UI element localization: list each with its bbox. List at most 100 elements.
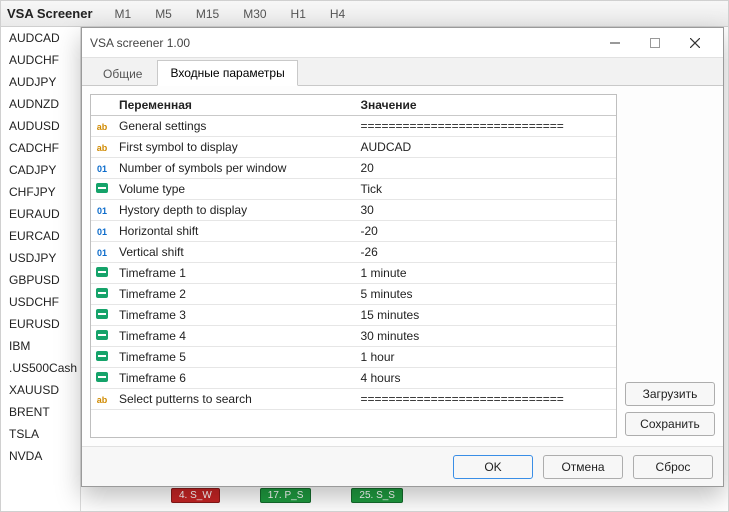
minimize-icon (610, 38, 620, 48)
timeframe-m15[interactable]: M15 (186, 5, 229, 23)
parameter-name: First symbol to display (113, 137, 355, 158)
parameter-name: General settings (113, 116, 355, 137)
symbol-item[interactable]: IBM (1, 335, 80, 357)
parameter-value[interactable]: 15 minutes (355, 305, 617, 326)
symbol-item[interactable]: AUDJPY (1, 71, 80, 93)
ok-button[interactable]: OK (453, 455, 533, 479)
symbol-item[interactable]: EURCAD (1, 225, 80, 247)
cancel-button[interactable]: Отмена (543, 455, 623, 479)
parameter-value[interactable]: -20 (355, 221, 617, 242)
dialog-title: VSA screener 1.00 (90, 36, 190, 50)
column-header-variable[interactable]: Переменная (113, 95, 355, 116)
parameter-value[interactable]: Tick (355, 179, 617, 200)
side-button-stack: Загрузить Сохранить (625, 94, 715, 438)
app-root: VSA Screener M1M5M15M30H1H4 AUDCADAUDCHF… (0, 0, 729, 512)
parameter-value[interactable]: 5 minutes (355, 284, 617, 305)
parameter-row[interactable]: 01Hystory depth to display30 (91, 200, 616, 221)
close-icon (690, 38, 700, 48)
parameter-name: Timeframe 5 (113, 347, 355, 368)
parameter-name: Select putterns to search (113, 389, 355, 410)
enum-type-icon (96, 288, 108, 298)
symbol-item[interactable]: AUDCHF (1, 49, 80, 71)
timeframe-m30[interactable]: M30 (233, 5, 276, 23)
parameter-row[interactable]: Timeframe 430 minutes (91, 326, 616, 347)
parameter-row[interactable]: Volume typeTick (91, 179, 616, 200)
string-type-icon: ab (95, 121, 109, 133)
parameter-name: Number of symbols per window (113, 158, 355, 179)
parameter-name: Timeframe 4 (113, 326, 355, 347)
save-button[interactable]: Сохранить (625, 412, 715, 436)
status-badge: 17. P_S (260, 488, 312, 503)
parameter-value[interactable]: 30 minutes (355, 326, 617, 347)
parameter-row[interactable]: Timeframe 315 minutes (91, 305, 616, 326)
tab-inputs[interactable]: Входные параметры (157, 60, 297, 86)
symbol-item[interactable]: AUDUSD (1, 115, 80, 137)
parameter-row[interactable]: Timeframe 11 minute (91, 263, 616, 284)
timeframe-m5[interactable]: M5 (145, 5, 182, 23)
integer-type-icon: 01 (95, 247, 109, 259)
parameter-row[interactable]: Timeframe 64 hours (91, 368, 616, 389)
timeframe-m1[interactable]: M1 (105, 5, 142, 23)
parameter-value[interactable]: ============================= (355, 116, 617, 137)
symbol-item[interactable]: TSLA (1, 423, 80, 445)
parameter-value[interactable]: ============================= (355, 389, 617, 410)
timeframe-h4[interactable]: H4 (320, 5, 355, 23)
string-type-icon: ab (95, 394, 109, 406)
tab-strip: Общие Входные параметры (82, 58, 723, 86)
parameter-name: Timeframe 1 (113, 263, 355, 284)
parameter-row[interactable]: 01 Number of symbols per window20 (91, 158, 616, 179)
symbol-item[interactable]: XAUUSD (1, 379, 80, 401)
symbol-item[interactable]: EURUSD (1, 313, 80, 335)
parameter-value[interactable]: -26 (355, 242, 617, 263)
parameter-row[interactable]: ab General settings======================… (91, 116, 616, 137)
integer-type-icon: 01 (95, 226, 109, 238)
parameter-row[interactable]: ab Select putterns to search=============… (91, 389, 616, 410)
parameter-value[interactable]: 4 hours (355, 368, 617, 389)
string-type-icon: ab (95, 142, 109, 154)
close-button[interactable] (675, 28, 715, 58)
enum-type-icon (96, 351, 108, 361)
parameter-row[interactable]: ab First symbol to displayAUDCAD (91, 137, 616, 158)
symbol-item[interactable]: AUDCAD (1, 27, 80, 49)
symbol-item[interactable]: CADCHF (1, 137, 80, 159)
parameter-row[interactable]: Timeframe 25 minutes (91, 284, 616, 305)
maximize-button[interactable] (635, 28, 675, 58)
parameter-name: Timeframe 3 (113, 305, 355, 326)
parameter-value[interactable]: AUDCAD (355, 137, 617, 158)
parameter-value[interactable]: 1 hour (355, 347, 617, 368)
parameter-name: Timeframe 2 (113, 284, 355, 305)
status-badges: 4. S_W17. P_S25. S_S (171, 488, 403, 503)
symbol-item[interactable]: CHFJPY (1, 181, 80, 203)
dialog-footer: OK Отмена Сброс (82, 446, 723, 486)
symbol-item[interactable]: GBPUSD (1, 269, 80, 291)
symbol-item[interactable]: NVDA (1, 445, 80, 467)
symbol-item[interactable]: USDCHF (1, 291, 80, 313)
minimize-button[interactable] (595, 28, 635, 58)
parameter-value[interactable]: 30 (355, 200, 617, 221)
timeframe-h1[interactable]: H1 (281, 5, 316, 23)
settings-dialog: VSA screener 1.00 Общие Входные параметр… (81, 27, 724, 487)
panel-title: VSA Screener (7, 6, 93, 21)
symbol-list: AUDCADAUDCHFAUDJPYAUDNZDAUDUSDCADCHFCADJ… (1, 27, 81, 511)
parameter-row[interactable]: 01Horizontal shift-20 (91, 221, 616, 242)
enum-type-icon (96, 309, 108, 319)
status-badge: 25. S_S (351, 488, 403, 503)
parameter-row[interactable]: 01 Vertical shift-26 (91, 242, 616, 263)
symbol-item[interactable]: BRENT (1, 401, 80, 423)
tab-general[interactable]: Общие (90, 61, 155, 86)
integer-type-icon: 01 (95, 163, 109, 175)
parameter-name: Vertical shift (113, 242, 355, 263)
symbol-item[interactable]: EURAUD (1, 203, 80, 225)
parameter-name: Volume type (113, 179, 355, 200)
reset-button[interactable]: Сброс (633, 455, 713, 479)
symbol-item[interactable]: AUDNZD (1, 93, 80, 115)
parameter-value[interactable]: 20 (355, 158, 617, 179)
enum-type-icon (96, 372, 108, 382)
parameter-row[interactable]: Timeframe 51 hour (91, 347, 616, 368)
parameter-value[interactable]: 1 minute (355, 263, 617, 284)
load-button[interactable]: Загрузить (625, 382, 715, 406)
symbol-item[interactable]: USDJPY (1, 247, 80, 269)
symbol-item[interactable]: .US500Cash (1, 357, 80, 379)
symbol-item[interactable]: CADJPY (1, 159, 80, 181)
column-header-value[interactable]: Значение (355, 95, 617, 116)
